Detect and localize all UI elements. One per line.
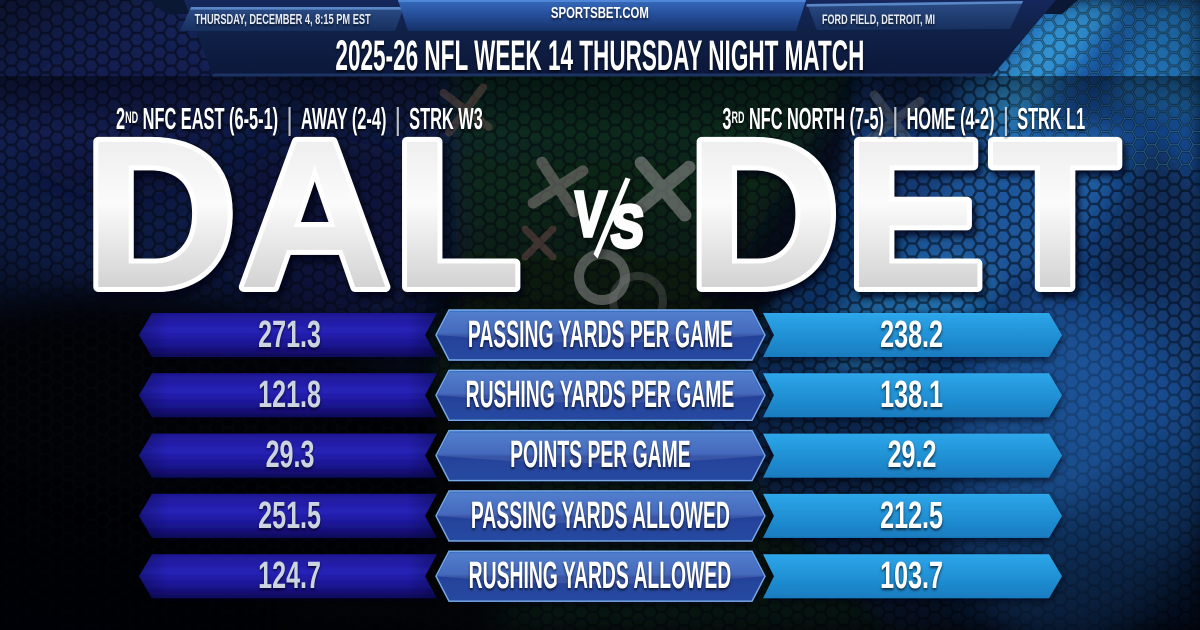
svg-text:DET: DET	[688, 96, 1125, 332]
svg-text:DAL: DAL	[84, 96, 524, 332]
svg-text:S: S	[609, 192, 647, 260]
